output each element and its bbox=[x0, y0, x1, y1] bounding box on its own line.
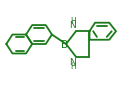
Text: N: N bbox=[69, 58, 75, 67]
Text: N: N bbox=[69, 21, 75, 30]
Text: H: H bbox=[70, 62, 76, 71]
Text: H: H bbox=[70, 17, 76, 26]
Text: B: B bbox=[61, 40, 68, 50]
